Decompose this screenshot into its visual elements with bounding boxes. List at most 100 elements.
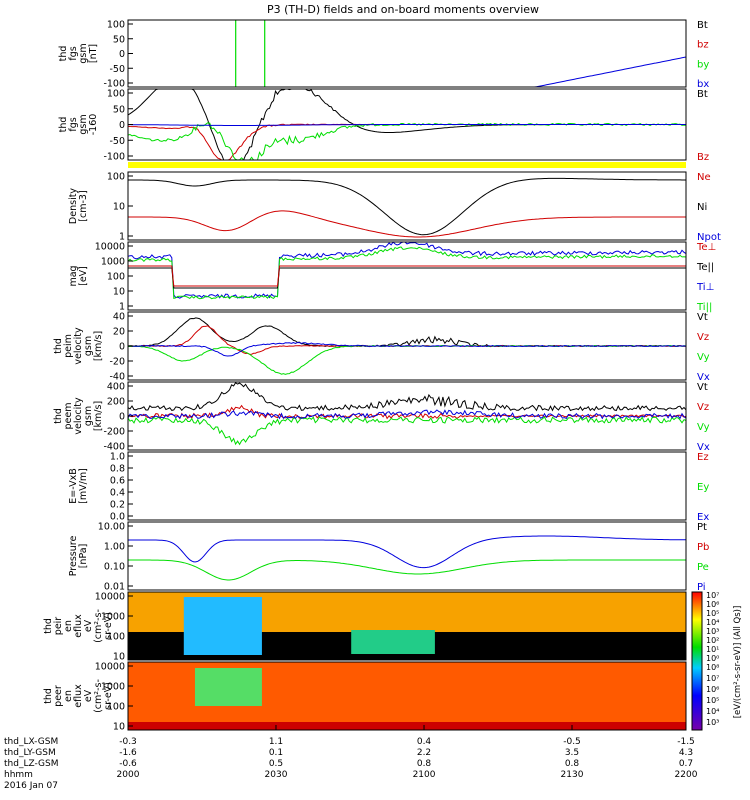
legend-entry: Te||	[696, 262, 714, 273]
y-tick-label: 10	[113, 202, 125, 213]
y-tick-label: -400	[103, 442, 125, 453]
y-tick-label: 400	[107, 382, 125, 393]
y-axis-label-line: en	[63, 620, 74, 632]
y-tick-label: 10	[113, 652, 125, 663]
legend-entry: bz	[697, 40, 709, 51]
colorbar-label: [eV/(cm²-s-sr-eV)] (All Qs)]	[733, 606, 743, 719]
legend-entry: Ez	[697, 452, 709, 463]
spectrogram-region	[351, 630, 435, 654]
y-tick-label: 10	[113, 287, 125, 298]
y-axis-label-line: eflux	[73, 614, 84, 638]
panel-8-series	[128, 535, 686, 581]
y-axis-label-line: [km/s]	[93, 331, 104, 361]
y-axis-label: E=-VxB [mV/m]	[68, 468, 89, 504]
y-tick-label: 10000	[95, 592, 125, 603]
y-tick-label: -50	[109, 136, 125, 147]
y-axis-label: thd fgs gsm [nT]	[58, 43, 99, 63]
legend-entry: Ey	[697, 482, 709, 493]
y-tick-label: 10.00	[98, 522, 125, 533]
series-bz	[127, 123, 686, 161]
yellow-bar	[128, 162, 686, 168]
legend-entry: Vy	[697, 352, 710, 363]
legend-entry: Pt	[697, 522, 707, 533]
y-tick-label: 1	[119, 302, 125, 313]
legend-entry: Vt	[697, 382, 708, 393]
y-tick-label: -200	[103, 427, 125, 438]
y-tick-label: 1	[119, 232, 125, 243]
panel-9: 10000 1000 100 10 thd peir en eflux eV (cm²-s-sr-…	[43, 591, 687, 663]
panel-frame	[127, 591, 687, 661]
y-tick-label: 200	[107, 397, 125, 408]
x-tick-value: 2130	[561, 770, 584, 780]
legend-entry: by	[697, 59, 709, 70]
colorbar-tick: 10³	[706, 627, 719, 636]
y-tick-label: 1000	[101, 682, 125, 693]
y-tick-label: 10000	[95, 242, 125, 253]
spectrogram-region	[194, 668, 262, 706]
legend-entry: Ne	[697, 172, 711, 183]
y-axis-label-line: thd	[53, 408, 64, 424]
y-axis-label-line: -160	[88, 114, 99, 136]
y-tick-label: 100	[107, 272, 125, 283]
legend-entry: Vt	[697, 312, 708, 323]
y-tick-label: 100	[107, 20, 125, 31]
series-te-perp	[128, 265, 686, 287]
y-tick-label: 0.8	[110, 464, 125, 475]
panel-6-series	[127, 381, 687, 446]
x-tick-value: 1.1	[269, 737, 283, 747]
y-axis-label-line: [eV]	[78, 266, 89, 286]
y-tick-label: -100	[103, 79, 125, 90]
colorbar-tick: 10⁰	[706, 654, 719, 663]
colorbar-tick: 10³	[706, 718, 719, 727]
colorbar-tick: 10²	[706, 636, 719, 645]
y-axis-label-line: [km/s]	[93, 401, 104, 431]
panel-10: 10000 1000 100 10 thd peer en eflux eV (cm²-s-sr-…	[43, 661, 687, 733]
y-axis-label-line: Density	[68, 188, 79, 224]
series-ti-perp	[127, 241, 687, 299]
x-tick-value: 2030	[265, 770, 288, 780]
y-axis-label-line: thd	[58, 117, 69, 133]
panel-3: 100 10 1 Density [cm-3] Ne Ni Npot	[68, 171, 721, 243]
x-tick-value: 2000	[117, 770, 140, 780]
y-axis-label-line: sr-eV)	[103, 612, 114, 640]
y-axis-label-line: eV	[83, 689, 94, 702]
y-tick-label: 0.4	[110, 488, 125, 499]
y-axis-label: thd peer en eflux eV (cm²-s-sr-eV)	[43, 679, 114, 713]
colorbar: 10⁷10⁶10⁵10⁴10³10²10¹10⁰10⁸10⁷10⁶10⁵10⁴1…	[691, 591, 743, 731]
y-axis-label: thd peim velocity gsm [km/s]	[53, 327, 104, 365]
series-bx	[128, 56, 687, 88]
y-axis-label: Pressure [nPa]	[68, 536, 89, 577]
y-axis-label-line: fgs	[68, 46, 79, 60]
series-ni	[128, 177, 686, 236]
y-axis-label-line: thd	[53, 338, 64, 354]
series-vt	[127, 317, 687, 348]
y-tick-label: 1.0	[110, 452, 125, 463]
colorbar-tick: 10⁴	[706, 618, 719, 627]
legend-entry: bx	[697, 79, 709, 90]
panel-frame	[127, 19, 687, 88]
colorbar-tick: 10⁷	[706, 674, 719, 683]
y-axis-label-line: gsm	[78, 114, 89, 134]
series-pe	[128, 559, 686, 581]
y-tick-label: 100	[107, 702, 125, 713]
y-tick-label: 0	[119, 412, 125, 423]
panel-8: 10.00 1.00 0.10 0.01 Pressure [nPa] Pt Pb Pe Pi	[68, 521, 709, 593]
legend-entry: Vx	[697, 442, 710, 453]
x-row-label: 2016 Jan 07	[4, 781, 58, 791]
x-row-label: hhmm	[4, 770, 33, 780]
y-tick-label: 0.6	[110, 476, 125, 487]
x-tick-value: 0.8	[417, 759, 432, 769]
y-axis-label-line: velocity	[73, 327, 84, 365]
y-axis-label-line: gsm	[78, 43, 89, 63]
colorbar-tick: 10⁶	[706, 600, 719, 609]
series-vx	[127, 342, 687, 357]
y-axis-label: thd peem velocity gsm [km/s]	[53, 397, 104, 435]
y-tick-label: -50	[109, 64, 125, 75]
x-tick-value: 4.3	[679, 748, 693, 758]
y-tick-label: 0.0	[110, 512, 125, 523]
y-axis-label-line: eV	[83, 619, 94, 632]
y-tick-label: 1000	[101, 612, 125, 623]
y-axis-label-line: thd	[43, 688, 54, 704]
y-tick-label: 10000	[95, 662, 125, 673]
